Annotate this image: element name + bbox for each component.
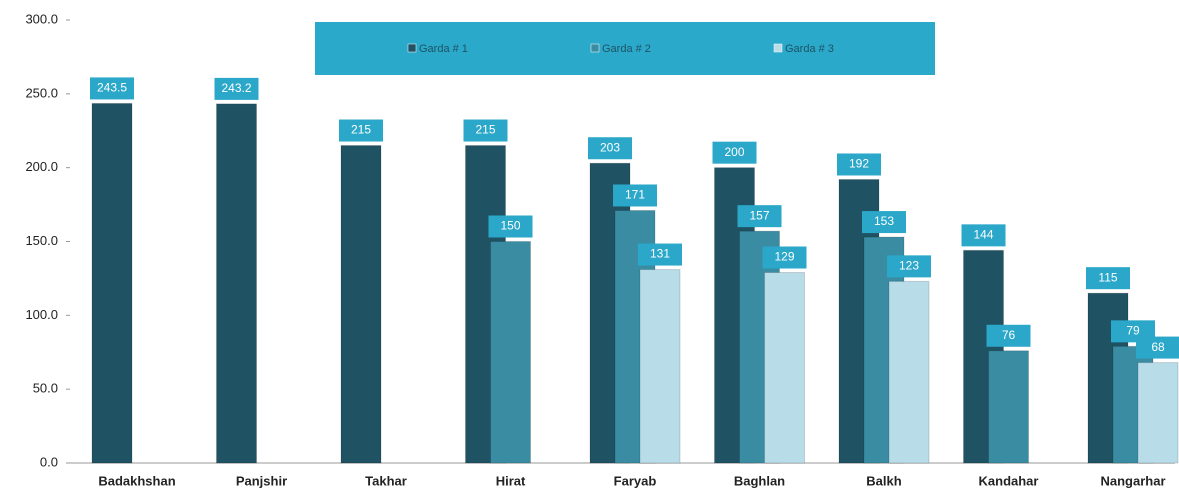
- value-label-box: [1136, 336, 1179, 359]
- bar: [91, 102, 133, 464]
- value-label: 115: [1098, 270, 1117, 284]
- y-tick-label: 300.0: [25, 11, 58, 26]
- value-label: 171: [625, 188, 645, 202]
- value-label: 150: [500, 219, 520, 233]
- y-tick-label: 150.0: [25, 233, 58, 248]
- value-label: 157: [749, 208, 769, 222]
- bar: [764, 272, 805, 464]
- value-label-box: [762, 246, 807, 269]
- value-label-box: [1086, 267, 1130, 290]
- value-label-box: [887, 255, 931, 278]
- x-tick-label: Panjshir: [236, 473, 287, 488]
- value-label: 153: [874, 214, 894, 228]
- value-label: 123: [899, 259, 919, 273]
- value-label-box: [862, 211, 906, 234]
- legend-swatch: [407, 43, 417, 53]
- value-label-box: [588, 137, 632, 160]
- value-label: 215: [351, 123, 371, 137]
- legend-label: Garda # 2: [602, 43, 651, 55]
- value-label-box: [737, 205, 782, 228]
- x-tick-label: Kandahar: [979, 473, 1039, 488]
- value-label-box: [488, 215, 533, 238]
- value-label: 243.5: [97, 81, 127, 95]
- y-tick-label: 50.0: [33, 381, 58, 396]
- value-label: 144: [973, 228, 993, 242]
- x-tick-label: Faryab: [614, 473, 657, 488]
- value-label: 131: [650, 247, 670, 261]
- value-label-box: [613, 184, 657, 207]
- legend-swatch: [773, 43, 783, 53]
- value-label: 79: [1126, 324, 1140, 338]
- bar: [216, 103, 257, 464]
- y-tick-label: 200.0: [25, 159, 58, 174]
- value-label-box: [712, 141, 757, 164]
- x-tick-label: Baghlan: [734, 473, 785, 488]
- bar: [639, 269, 681, 464]
- value-label: 203: [600, 140, 620, 154]
- x-tick-label: Takhar: [365, 473, 407, 488]
- value-label-box: [90, 77, 134, 100]
- y-tick-label: 100.0: [25, 307, 58, 322]
- value-label: 192: [849, 157, 869, 171]
- value-label-box: [961, 224, 1006, 247]
- value-label: 129: [774, 250, 794, 264]
- value-label: 76: [1002, 328, 1016, 342]
- legend-label: Garda # 3: [785, 43, 834, 55]
- legend-label: Garda # 1: [419, 43, 468, 55]
- bar: [490, 241, 531, 464]
- value-label-box: [463, 119, 508, 142]
- x-tick-label: Badakhshan: [98, 473, 175, 488]
- value-label: 68: [1151, 340, 1165, 354]
- bar: [340, 145, 382, 464]
- value-label-box: [339, 119, 383, 142]
- legend-box: [315, 22, 935, 75]
- bar: [888, 280, 930, 464]
- value-label: 243.2: [221, 81, 251, 95]
- y-tick-label: 250.0: [25, 85, 58, 100]
- value-label-box: [986, 324, 1031, 347]
- value-label-box: [214, 77, 259, 100]
- bar: [1137, 362, 1179, 464]
- bar: [988, 350, 1029, 464]
- legend-swatch: [590, 43, 600, 53]
- value-label-box: [638, 243, 682, 266]
- x-tick-label: Balkh: [866, 473, 901, 488]
- x-tick-label: Nangarhar: [1100, 473, 1165, 488]
- x-tick-label: Hirat: [496, 473, 526, 488]
- y-tick-label: 0.0: [40, 454, 58, 469]
- value-label: 215: [475, 123, 495, 137]
- value-label-box: [837, 153, 881, 176]
- value-label: 200: [724, 145, 744, 159]
